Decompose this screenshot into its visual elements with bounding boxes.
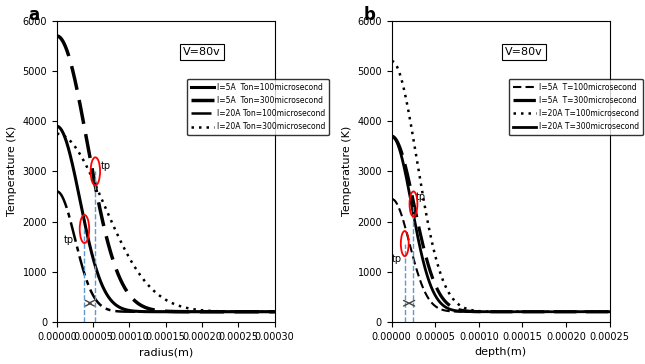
I=20A T=100microsecond	[481, 309, 488, 314]
I=20A T=100microsecond	[606, 309, 613, 314]
I=5A  Ton=100microsecond	[259, 309, 266, 314]
I=20A T=300microsecond	[426, 280, 433, 285]
I=5A  Ton=300microsecond	[53, 34, 61, 38]
Text: tp: tp	[101, 161, 112, 171]
I=5A  T=300microsecond	[602, 309, 610, 314]
Text: V=80v: V=80v	[183, 47, 221, 57]
I=5A  T=300microsecond	[426, 267, 433, 271]
I=5A  T=100microsecond	[602, 309, 610, 314]
I=20A Ton=100microsecond	[271, 309, 279, 314]
I=5A  Ton=100microsecond	[137, 309, 144, 314]
I=5A  Ton=300microsecond	[146, 307, 154, 311]
Line: I=5A  Ton=300microsecond: I=5A Ton=300microsecond	[57, 36, 275, 312]
I=5A  T=300microsecond	[589, 309, 597, 314]
Text: tp: tp	[416, 193, 426, 202]
I=20A T=100microsecond	[471, 309, 479, 313]
I=20A Ton=100microsecond	[146, 309, 154, 314]
Line: I=5A  T=300microsecond: I=5A T=300microsecond	[392, 136, 610, 312]
I=20A Ton=300microsecond	[271, 309, 279, 314]
I=20A T=300microsecond	[388, 134, 395, 138]
I=5A  Ton=100microsecond	[266, 309, 274, 314]
I=5A  T=100microsecond	[426, 298, 433, 302]
Line: I=20A Ton=100microsecond: I=20A Ton=100microsecond	[57, 191, 275, 312]
I=5A  Ton=300microsecond	[243, 309, 251, 314]
I=5A  T=300microsecond	[578, 309, 586, 314]
I=20A T=100microsecond	[413, 156, 421, 160]
I=20A T=100microsecond	[388, 59, 395, 63]
Line: I=20A Ton=300microsecond: I=20A Ton=300microsecond	[57, 134, 275, 312]
I=20A T=100microsecond	[426, 228, 433, 233]
X-axis label: depth(m): depth(m)	[475, 347, 527, 357]
I=20A Ton=300microsecond	[91, 181, 99, 185]
I=20A Ton=100microsecond	[53, 189, 61, 194]
I=5A  T=100microsecond	[546, 309, 554, 314]
Line: I=5A  Ton=100microsecond: I=5A Ton=100microsecond	[57, 126, 275, 312]
I=5A  Ton=100microsecond	[53, 124, 61, 128]
Text: b: b	[363, 6, 375, 24]
I=5A  T=300microsecond	[481, 309, 488, 314]
I=5A  T=300microsecond	[388, 134, 395, 138]
X-axis label: radius(m): radius(m)	[139, 347, 193, 357]
I=5A  Ton=100microsecond	[243, 309, 251, 314]
I=20A T=300microsecond	[602, 309, 610, 314]
Y-axis label: Temperature (K): Temperature (K)	[342, 126, 352, 217]
I=5A  Ton=100microsecond	[91, 262, 99, 266]
Legend: I=5A  T=100microsecond, I=5A  T=300microsecond, I=20A T=100microsecond, I=20A T=: I=5A T=100microsecond, I=5A T=300microse…	[509, 79, 642, 135]
Y-axis label: Temperature (K): Temperature (K)	[7, 126, 17, 217]
I=5A  Ton=300microsecond	[78, 111, 86, 115]
I=20A T=300microsecond	[606, 309, 613, 314]
I=20A Ton=300microsecond	[78, 155, 86, 159]
I=5A  T=300microsecond	[413, 214, 421, 218]
I=5A  Ton=300microsecond	[271, 309, 279, 314]
I=5A  Ton=100microsecond	[78, 206, 86, 211]
I=5A  Ton=100microsecond	[146, 309, 154, 314]
I=5A  T=100microsecond	[481, 309, 488, 314]
Text: a: a	[28, 6, 39, 24]
I=20A Ton=300microsecond	[243, 309, 251, 314]
Text: V=80v: V=80v	[505, 47, 542, 57]
Line: I=5A  T=100microsecond: I=5A T=100microsecond	[392, 199, 610, 312]
I=20A T=100microsecond	[578, 309, 586, 314]
Line: I=20A T=100microsecond: I=20A T=100microsecond	[392, 61, 610, 312]
I=5A  Ton=300microsecond	[266, 309, 274, 314]
I=5A  T=100microsecond	[388, 197, 395, 201]
I=20A Ton=100microsecond	[243, 309, 251, 314]
I=20A Ton=100microsecond	[91, 296, 99, 300]
I=20A T=300microsecond	[481, 309, 488, 314]
I=20A T=300microsecond	[567, 309, 575, 314]
Legend: I=5A  Ton=100microsecond, I=5A  Ton=300microsecond, I=20A Ton=100microsecond, I=: I=5A Ton=100microsecond, I=5A Ton=300mic…	[187, 79, 329, 135]
I=5A  T=300microsecond	[606, 309, 613, 314]
I=20A Ton=100microsecond	[215, 309, 223, 314]
I=20A T=300microsecond	[413, 229, 421, 233]
I=20A Ton=100microsecond	[78, 262, 86, 267]
Text: tp: tp	[64, 234, 74, 245]
I=20A T=300microsecond	[471, 309, 479, 314]
I=20A Ton=300microsecond	[137, 273, 144, 278]
I=20A T=300microsecond	[578, 309, 586, 314]
I=20A T=100microsecond	[601, 309, 609, 314]
I=20A T=100microsecond	[606, 309, 613, 314]
I=5A  T=300microsecond	[471, 309, 479, 314]
Line: I=20A T=300microsecond: I=20A T=300microsecond	[392, 136, 610, 312]
I=20A Ton=300microsecond	[266, 309, 274, 314]
I=20A Ton=100microsecond	[137, 309, 144, 314]
I=5A  Ton=100microsecond	[271, 309, 279, 314]
I=20A Ton=100microsecond	[266, 309, 274, 314]
Text: tp: tp	[392, 254, 402, 264]
I=20A Ton=300microsecond	[146, 285, 154, 289]
I=5A  Ton=300microsecond	[91, 180, 99, 185]
I=20A Ton=300microsecond	[53, 131, 61, 136]
I=5A  Ton=300microsecond	[137, 303, 144, 307]
I=5A  T=100microsecond	[606, 309, 613, 314]
I=5A  T=100microsecond	[413, 267, 421, 272]
I=5A  T=100microsecond	[578, 309, 586, 314]
I=5A  T=100microsecond	[471, 309, 479, 314]
